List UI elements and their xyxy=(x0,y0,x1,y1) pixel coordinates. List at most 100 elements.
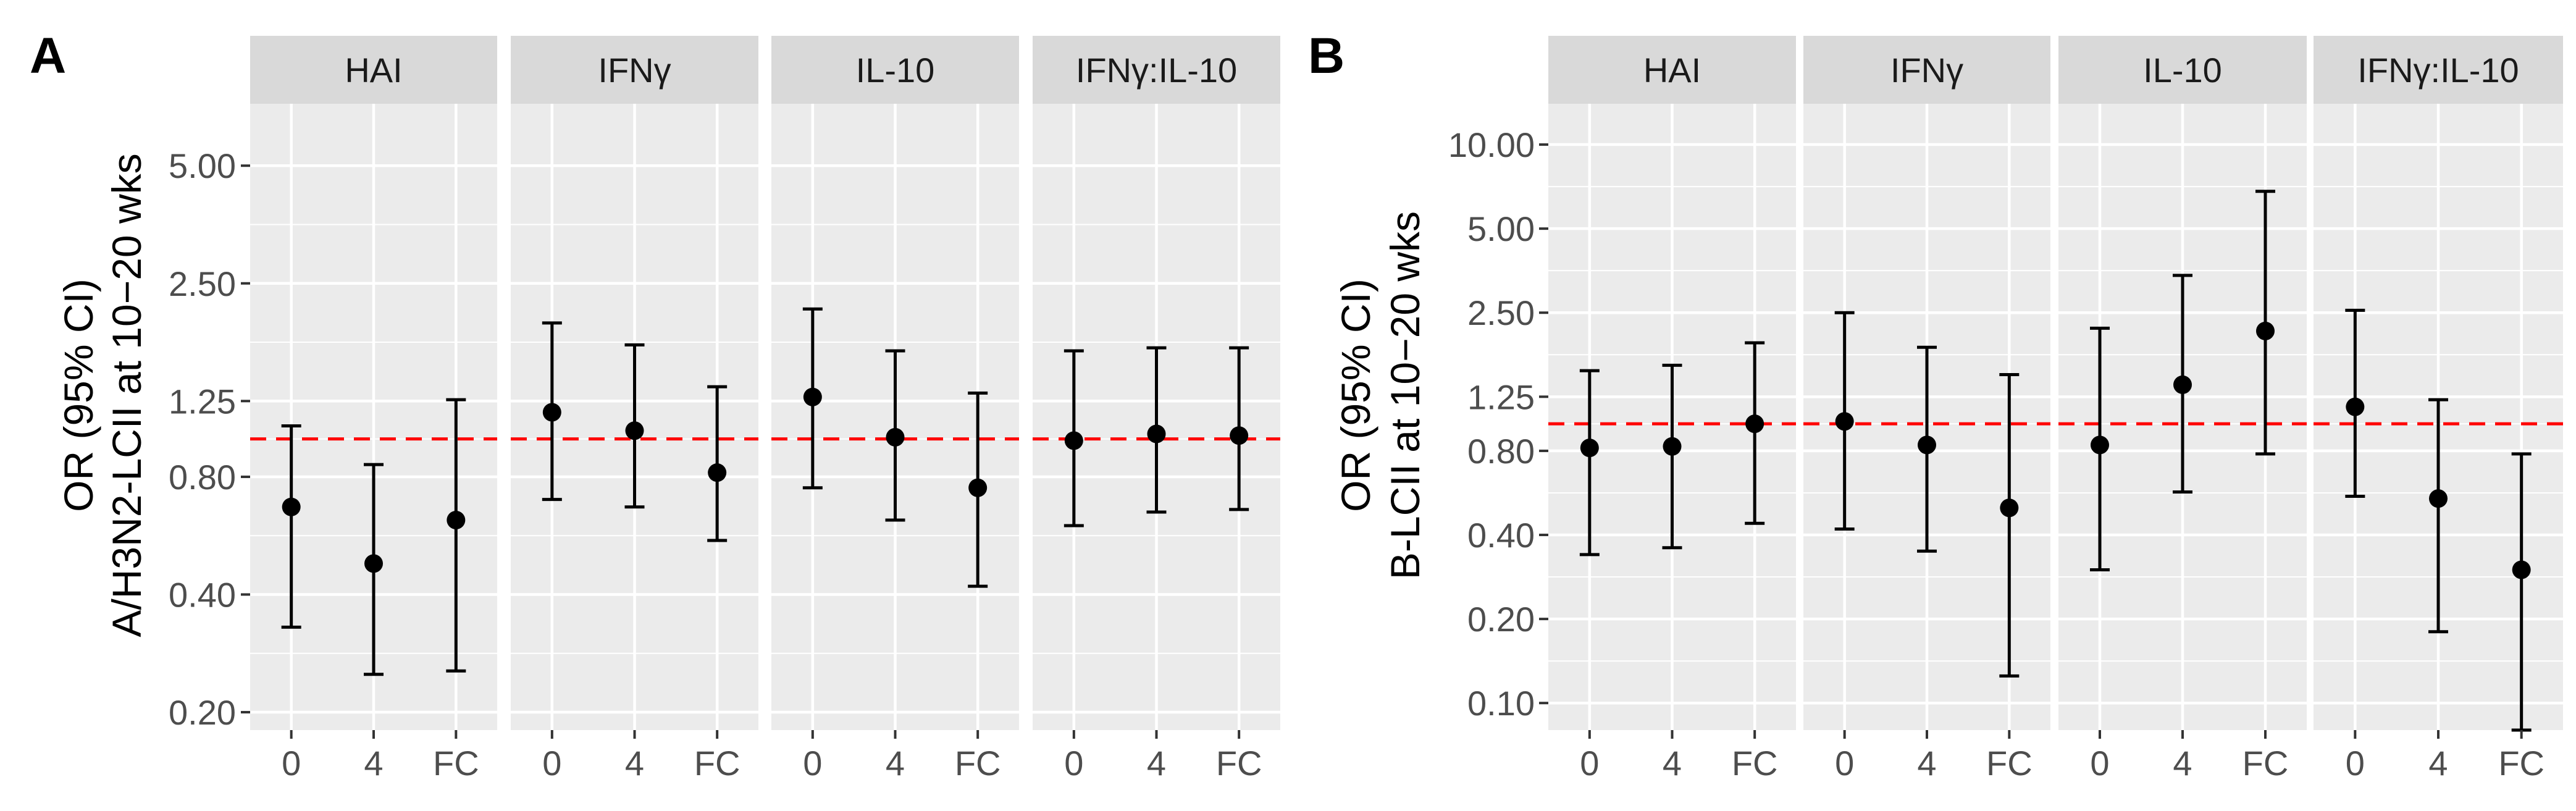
x-tick-label: FC xyxy=(1216,744,1262,783)
data-point xyxy=(2256,321,2275,340)
data-point xyxy=(1580,439,1599,458)
error-bar xyxy=(968,391,988,588)
chart-panel-a: A OR (95% CI) A/H3N2-LCII at 10−20 wks 0.20… xyxy=(30,28,1280,783)
data-point xyxy=(1064,431,1083,450)
facet-strip-label: IL-10 xyxy=(856,51,935,90)
data-point xyxy=(2346,397,2365,416)
data-point xyxy=(2091,435,2109,455)
panel-label: A xyxy=(30,28,66,84)
x-tick-label: 4 xyxy=(1663,744,1682,783)
chart-panel-b: B OR (95% CI) B-LCII at 10−20 wks 0.10 0.20 0… xyxy=(1308,28,2563,783)
data-point xyxy=(1663,437,1682,456)
y-axis-title-line: B-LCII at 10−20 wks xyxy=(1382,211,1428,579)
y-tick-label: 2.50 xyxy=(169,264,236,303)
x-tick-label: FC xyxy=(2498,744,2545,783)
error-bar xyxy=(1662,363,1682,550)
y-tick-label: 5.00 xyxy=(1467,209,1535,248)
facet-strip xyxy=(2058,36,2307,104)
data-point xyxy=(2512,560,2531,579)
error-bar xyxy=(1579,369,1600,557)
facet-strip xyxy=(511,36,758,104)
x-tick-label: 4 xyxy=(364,744,383,783)
y-tick-label: 1.25 xyxy=(169,382,236,421)
y-axis-title-line: A/H3N2-LCII at 10−20 wks xyxy=(104,153,149,637)
error-bar xyxy=(1917,345,1937,553)
error-bar xyxy=(1834,311,1855,531)
y-tick-label: 0.40 xyxy=(169,576,236,615)
x-tick-label: 4 xyxy=(2173,744,2192,783)
facet-3: IFNγ:IL-10 0 4 FC xyxy=(2314,36,2563,783)
y-tick-label: 0.40 xyxy=(1467,516,1535,555)
data-point xyxy=(447,511,466,530)
x-tick-label: 0 xyxy=(2090,744,2109,783)
x-tick-label: FC xyxy=(694,744,740,783)
error-bar xyxy=(542,321,562,502)
error-bar xyxy=(2255,190,2275,456)
data-point xyxy=(1745,414,1764,434)
facet-1: IFNγ 0 4 FC xyxy=(511,36,758,783)
y-tick-label: 1.25 xyxy=(1467,377,1535,416)
facet-strip xyxy=(1033,36,1280,104)
y-axis-title-line: OR (95% CI) xyxy=(1333,279,1378,512)
data-point xyxy=(1230,426,1249,445)
x-tick-label: FC xyxy=(1986,744,2033,783)
y-tick-label: 2.50 xyxy=(1467,293,1535,332)
x-tick-label: 0 xyxy=(1835,744,1854,783)
panel-label: B xyxy=(1308,28,1345,84)
y-tick-label: 0.20 xyxy=(1467,600,1535,639)
facet-strip-label: IL-10 xyxy=(2143,51,2222,90)
error-bar xyxy=(2511,452,2532,732)
facet-3: IFNγ:IL-10 0 4 FC xyxy=(1033,36,1280,783)
facet-strip-label: HAI xyxy=(1643,51,1701,90)
data-point xyxy=(542,403,561,422)
error-bar xyxy=(1745,341,1765,525)
facet-strip xyxy=(2314,36,2563,104)
x-tick-label: 4 xyxy=(625,744,644,783)
x-tick-label: 0 xyxy=(282,744,301,783)
error-bar xyxy=(281,424,301,629)
data-point xyxy=(625,421,644,440)
x-tick-label: FC xyxy=(433,744,479,783)
facet-1: IFNγ 0 4 FC xyxy=(1803,36,2050,783)
facet-strip-label: IFNγ xyxy=(1890,51,1963,90)
error-bar xyxy=(707,385,728,542)
x-tick-label: 0 xyxy=(542,744,561,783)
error-bar xyxy=(2173,274,2192,494)
y-tick-label: 0.80 xyxy=(1467,432,1535,471)
data-point xyxy=(282,497,301,516)
facet-strip xyxy=(1548,36,1796,104)
x-tick-label: FC xyxy=(1732,744,1778,783)
x-tick-label: FC xyxy=(2242,744,2289,783)
x-tick-label: 4 xyxy=(886,744,905,783)
facet-0: HAI 0 4 FC xyxy=(1548,36,1796,783)
error-bar xyxy=(802,307,823,490)
error-bar xyxy=(1146,346,1167,514)
y-axis-title-line: OR (95% CI) xyxy=(56,279,101,512)
x-tick-label: FC xyxy=(955,744,1001,783)
error-bar xyxy=(1999,373,2020,678)
facet-strip xyxy=(1803,36,2050,104)
facet-strip-label: IFNγ xyxy=(598,51,671,90)
error-bar xyxy=(624,343,645,509)
facet-strip-label: IFNγ:IL-10 xyxy=(1076,51,1237,90)
facet-strip xyxy=(250,36,497,104)
data-point xyxy=(1918,435,1936,455)
data-point xyxy=(1835,412,1854,431)
y-tick-label: 0.10 xyxy=(1467,684,1535,723)
facet-strip xyxy=(771,36,1019,104)
facet-2: IL-10 0 4 FC xyxy=(2058,36,2307,783)
data-point xyxy=(2173,375,2192,394)
facet-strip-label: IFNγ:IL-10 xyxy=(2357,51,2519,90)
error-bar xyxy=(2428,398,2448,634)
error-bar xyxy=(446,398,466,673)
error-bar xyxy=(1229,346,1249,511)
error-bar xyxy=(364,463,384,676)
x-tick-label: 0 xyxy=(2346,744,2365,783)
data-point xyxy=(886,427,905,447)
facet-0: HAI 0 4 FC xyxy=(250,36,497,783)
x-tick-label: 4 xyxy=(1147,744,1166,783)
x-tick-label: 4 xyxy=(2428,744,2448,783)
x-tick-label: 0 xyxy=(1064,744,1083,783)
data-point xyxy=(803,387,822,406)
